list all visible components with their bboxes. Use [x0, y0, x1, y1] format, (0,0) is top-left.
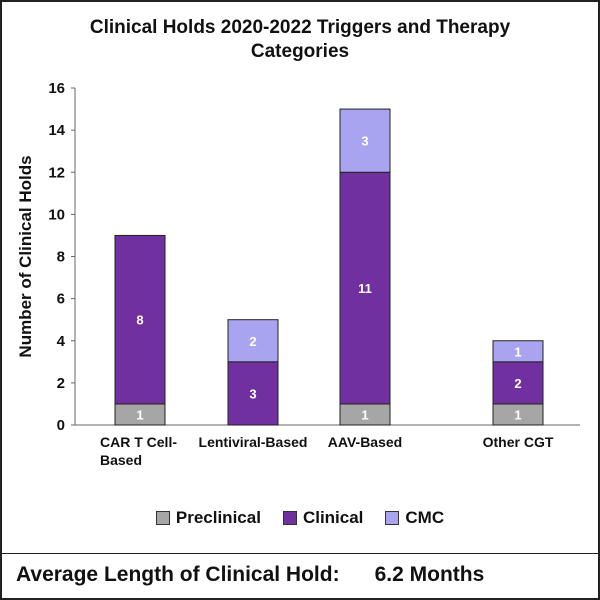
bar-segment-clinical	[492, 361, 544, 405]
footer-label: Average Length of Clinical Hold:	[16, 563, 340, 586]
legend-swatch-preclinical	[155, 511, 170, 525]
data-label: 3	[361, 134, 368, 149]
bar-segment-cmc	[227, 319, 279, 363]
y-axis-title: Number of Clinical Holds	[16, 155, 35, 357]
x-category-label: Lentiviral-Based	[199, 434, 308, 450]
chart-title: Clinical Holds 2020-2022 Triggers and Th…	[89, 17, 511, 62]
legend-label-clinical: Clinical	[302, 508, 364, 527]
legend-swatch-clinical	[282, 511, 297, 525]
x-category-label-line: Other CGT	[483, 434, 554, 450]
data-label: 1	[136, 407, 143, 422]
y-tick-label: 12	[48, 164, 65, 181]
bar-segment-cmc	[339, 108, 391, 173]
bar-segment-clinical	[114, 234, 166, 405]
y-tick-label: 6	[57, 291, 65, 308]
x-category-label-line: AAV-Based	[328, 434, 402, 450]
y-tick-label: 2	[57, 375, 65, 392]
x-category-label-line: Based	[100, 452, 142, 468]
data-label: 3	[249, 386, 256, 401]
x-category-label: AAV-Based	[328, 434, 402, 450]
legend-item-cmc: CMC	[385, 508, 444, 528]
legend-item-preclinical: Preclinical	[155, 508, 261, 528]
data-label: 8	[136, 313, 143, 328]
y-tick-label: 16	[48, 80, 65, 97]
data-label: 2	[249, 334, 256, 349]
legend-label-cmc: CMC	[405, 508, 445, 527]
data-label: 1	[514, 407, 521, 422]
x-category-label: CAR T Cell- Based	[100, 434, 177, 468]
data-label: 1	[361, 407, 368, 422]
y-tick-label: 10	[48, 206, 65, 223]
y-tick-label: 14	[48, 122, 65, 139]
data-label: 1	[514, 344, 521, 359]
x-category-label-line: CAR T Cell-	[100, 434, 177, 450]
legend-swatch-cmc	[385, 511, 400, 525]
bar-segment-clinical	[339, 171, 391, 405]
data-label: 2	[514, 376, 521, 391]
data-label: 11	[358, 281, 372, 296]
y-tick-label: 8	[57, 249, 65, 266]
legend-label-preclinical: Preclinical	[175, 508, 261, 527]
x-category-label: Other CGT	[483, 434, 554, 450]
bar-segment-cmc	[492, 340, 544, 363]
legend-item-clinical: Clinical	[282, 508, 364, 528]
y-tick-label: 0	[57, 417, 65, 434]
x-category-label-line: Lentiviral-Based	[199, 434, 308, 450]
footer-value: 6.2 Months	[374, 563, 485, 586]
legend: Preclinical Clinical CMC	[0, 508, 600, 528]
footer-divider	[0, 553, 600, 554]
footer-summary: Average Length of Clinical Hold: 6.2 Mon…	[16, 563, 484, 587]
y-tick-label: 4	[57, 333, 66, 350]
